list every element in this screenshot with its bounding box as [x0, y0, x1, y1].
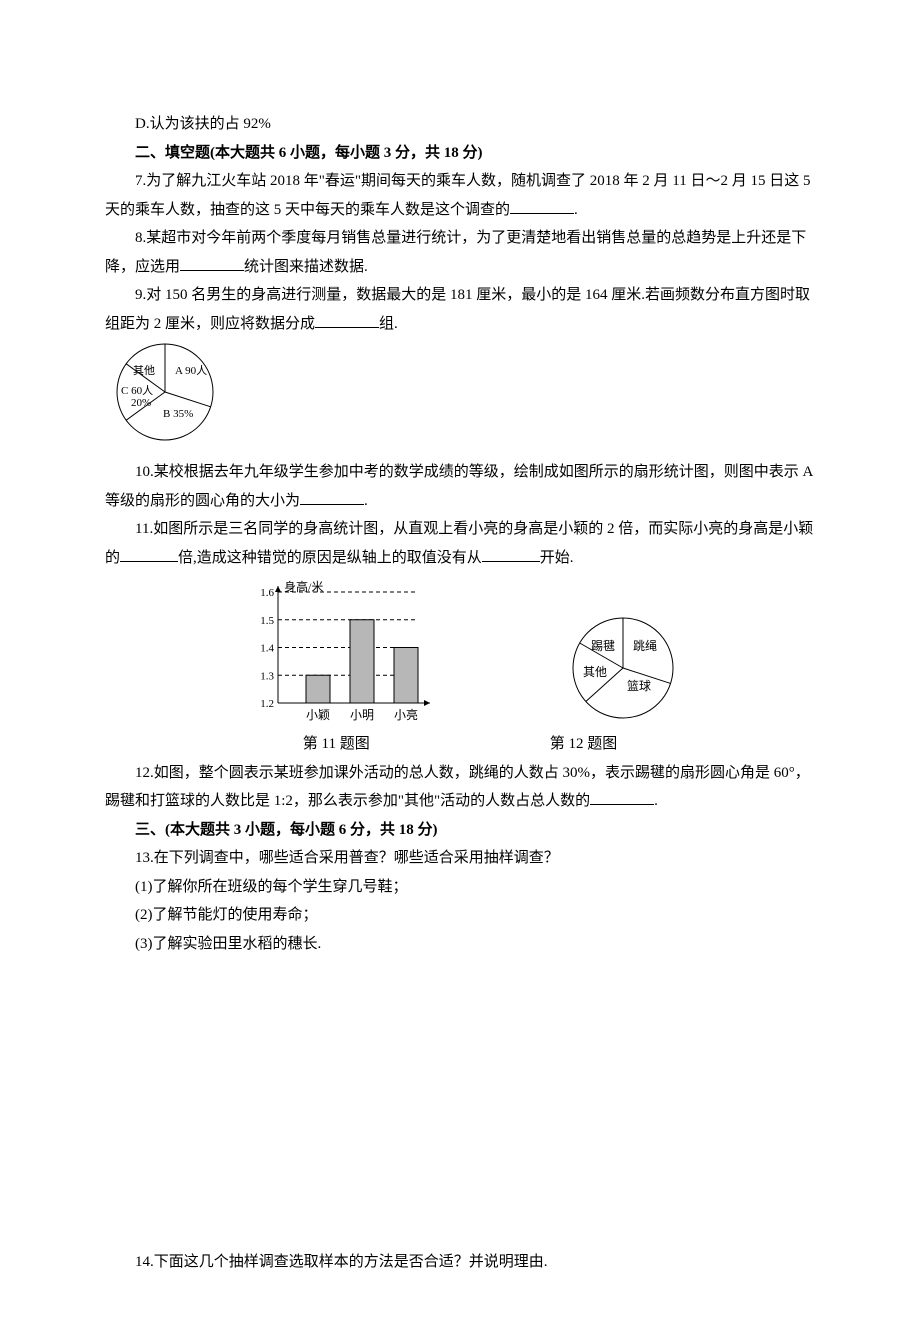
- q10-figure: A 90人 B 35% C 60人20% 其他: [105, 342, 815, 452]
- svg-text:A 90人: A 90人: [175, 364, 207, 377]
- q10-b: .: [364, 493, 368, 509]
- q12-a: 12.如图，整个圆表示某班参加课外活动的总人数，跳绳的人数占 30%，表示踢毽的…: [105, 765, 810, 810]
- q12-b: .: [654, 793, 658, 809]
- q7-blank: [510, 196, 574, 214]
- figure-captions: 第 11 题图 第 12 题图: [105, 730, 815, 759]
- q11-blank-1: [120, 544, 178, 562]
- page-container: D.认为该扶的占 92% 二、填空题(本大题共 6 小题，每小题 3 分，共 1…: [0, 0, 920, 1317]
- q12: 12.如图，整个圆表示某班参加课外活动的总人数，跳绳的人数占 30%，表示踢毽的…: [105, 759, 815, 816]
- svg-text:踢毽: 踢毽: [591, 639, 615, 653]
- svg-text:跳绳: 跳绳: [633, 639, 657, 653]
- svg-text:身高/米: 身高/米: [284, 579, 323, 594]
- q12-blank: [590, 788, 654, 806]
- q7-text: 7.为了解九江火车站 2018 年"春运"期间每天的乘车人数，随机调查了 201…: [105, 173, 810, 218]
- section-2-heading: 二、填空题(本大题共 6 小题，每小题 3 分，共 18 分): [105, 139, 815, 168]
- q10: 10.某校根据去年九年级学生参加中考的数学成绩的等级，绘制成如图所示的扇形统计图…: [105, 458, 815, 515]
- q13-2: (2)了解节能灯的使用寿命；: [105, 901, 815, 930]
- svg-text:1.2: 1.2: [260, 698, 274, 710]
- caption-12: 第 12 题图: [550, 730, 618, 759]
- caption-11: 第 11 题图: [303, 730, 370, 759]
- svg-text:1.6: 1.6: [260, 587, 274, 599]
- svg-text:小亮: 小亮: [393, 707, 417, 722]
- q13-1: (1)了解你所在班级的每个学生穿几号鞋；: [105, 873, 815, 902]
- q11-q12-figures: 1.2 1.3 1.4 1.5 1.6 身高/米小颖 小明 小亮 跳绳篮球 其他 踢毽: [105, 578, 815, 728]
- q7-tail: .: [574, 202, 578, 218]
- q11: 11.如图所示是三名同学的身高统计图，从直观上看小亮的身高是小颖的 2 倍，而实…: [105, 515, 815, 572]
- svg-text:篮球: 篮球: [627, 678, 651, 693]
- q10-a: 10.某校根据去年九年级学生参加中考的数学成绩的等级，绘制成如图所示的扇形统计图…: [105, 464, 813, 509]
- q7: 7.为了解九江火车站 2018 年"春运"期间每天的乘车人数，随机调查了 201…: [105, 167, 815, 224]
- svg-text:小明: 小明: [349, 708, 373, 722]
- svg-text:1.4: 1.4: [260, 643, 274, 655]
- q13-3: (3)了解实验田里水稻的穗长.: [105, 930, 815, 959]
- spacer: [105, 958, 815, 1248]
- q9-b: 组.: [379, 316, 398, 332]
- q9-a: 9.对 150 名男生的身高进行测量，数据最大的是 181 厘米，最小的是 16…: [105, 287, 810, 332]
- svg-text:20%: 20%: [131, 397, 151, 409]
- q10-blank: [300, 487, 364, 505]
- section-3-heading: 三、(本大题共 3 小题，每小题 6 分，共 18 分): [105, 816, 815, 845]
- svg-text:其他: 其他: [583, 665, 607, 679]
- q8: 8.某超市对今年前两个季度每月销售总量进行统计，为了更清楚地看出销售总量的总趋势…: [105, 224, 815, 281]
- q9-blank: [315, 310, 379, 328]
- q8-b: 统计图来描述数据.: [244, 259, 368, 275]
- q8-blank: [180, 253, 244, 271]
- q13: 13.在下列调查中，哪些适合采用普查？哪些适合采用抽样调查？: [105, 844, 815, 873]
- q12-pie-chart: 跳绳篮球 其他 踢毽: [568, 613, 683, 728]
- svg-text:C 60人: C 60人: [121, 384, 153, 397]
- q10-pie-chart: A 90人 B 35% C 60人20% 其他: [105, 342, 255, 452]
- q11-b: 倍,造成这种错觉的原因是纵轴上的取值没有从: [178, 550, 482, 566]
- option-d: D.认为该扶的占 92%: [105, 110, 815, 139]
- svg-text:B 35%: B 35%: [163, 408, 193, 420]
- q11-bar-chart: 1.2 1.3 1.4 1.5 1.6 身高/米小颖 小明 小亮: [238, 578, 438, 728]
- q11-c: 开始.: [540, 550, 574, 566]
- svg-text:小颖: 小颖: [305, 708, 329, 722]
- q14: 14.下面这几个抽样调查选取样本的方法是否合适？并说明理由.: [105, 1248, 815, 1277]
- svg-text:1.5: 1.5: [260, 615, 274, 627]
- svg-text:1.3: 1.3: [260, 670, 274, 682]
- q11-blank-2: [482, 544, 540, 562]
- q9: 9.对 150 名男生的身高进行测量，数据最大的是 181 厘米，最小的是 16…: [105, 281, 815, 338]
- svg-text:其他: 其他: [133, 364, 155, 377]
